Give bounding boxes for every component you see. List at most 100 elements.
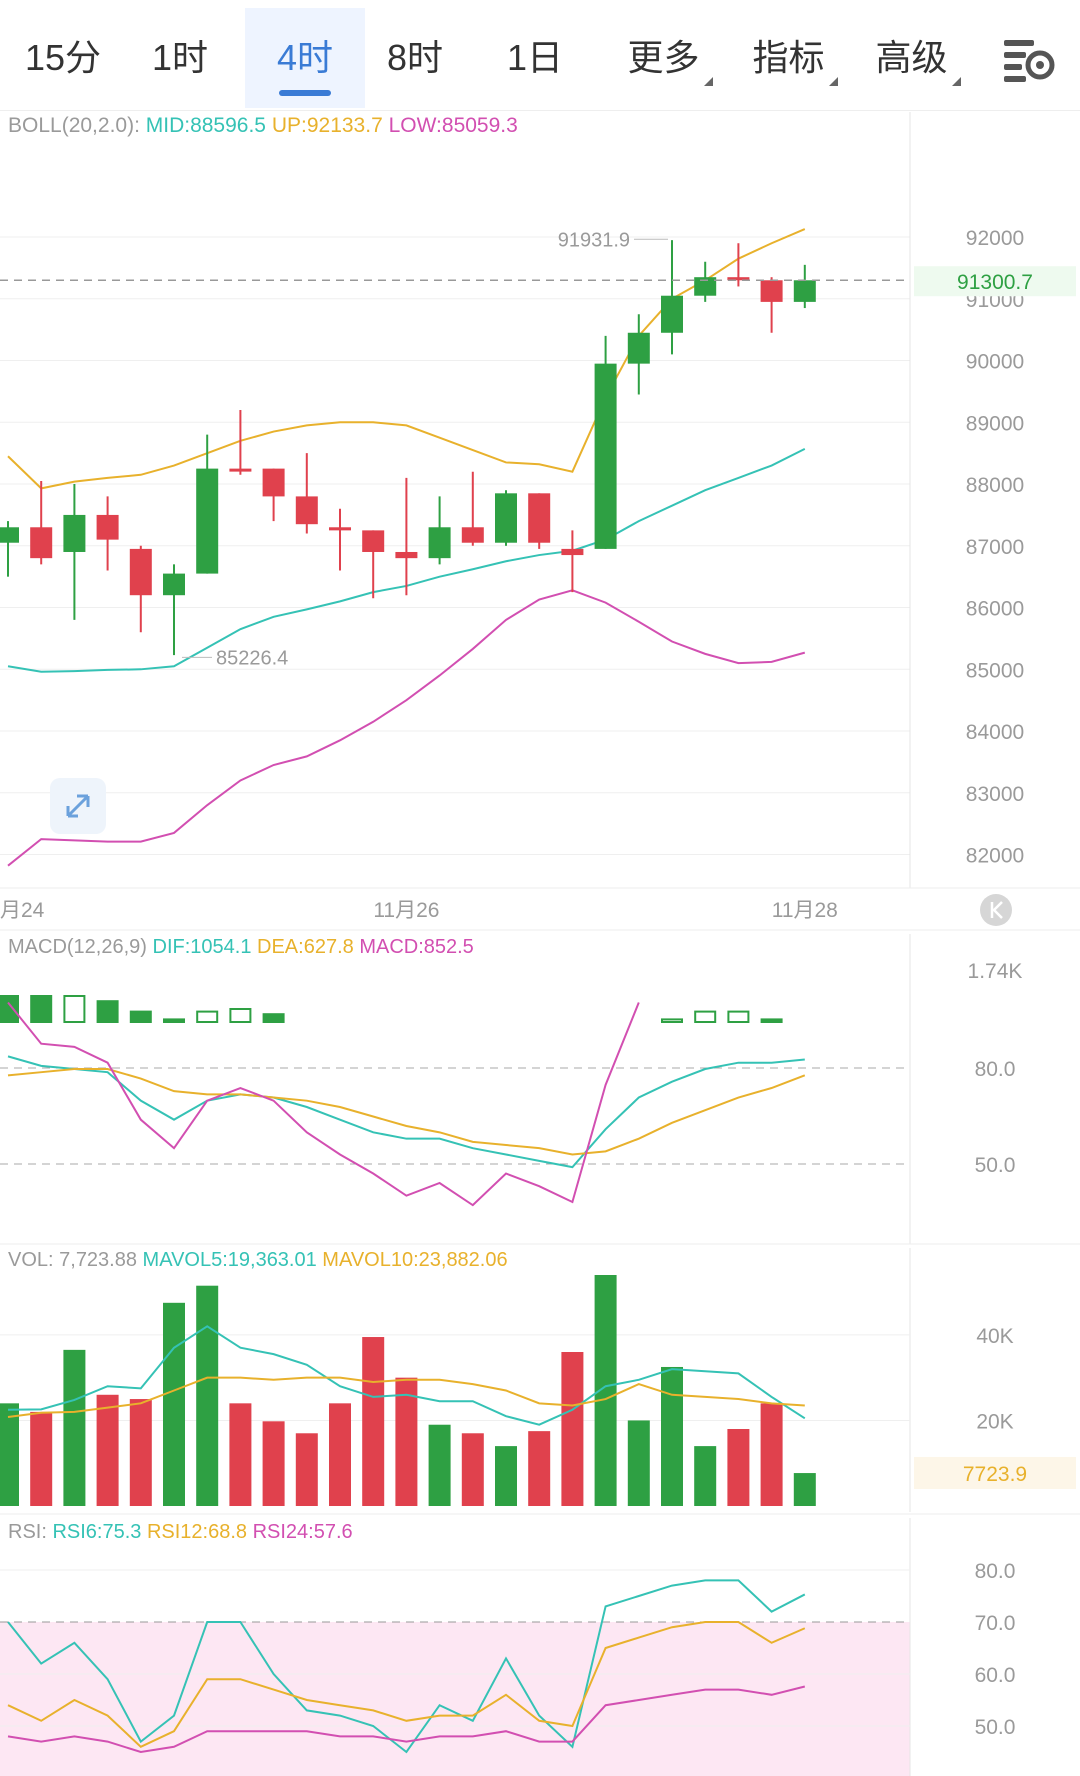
volume-bar bbox=[96, 1394, 119, 1506]
dropdown-corner-icon bbox=[828, 77, 838, 86]
chart-settings-icon[interactable] bbox=[1004, 38, 1056, 84]
macd-histogram-bar bbox=[163, 1018, 185, 1024]
candle-body bbox=[0, 527, 19, 543]
macd-axis-tick: 80.0 bbox=[975, 1058, 1016, 1081]
macd-macd-line bbox=[7, 1001, 640, 1207]
price-axis-tick: 84000 bbox=[966, 721, 1024, 744]
macd-histogram-bar bbox=[0, 995, 19, 1023]
candle-body bbox=[495, 493, 517, 543]
candle-body bbox=[661, 295, 683, 333]
rsi-axis-tick: 80.0 bbox=[975, 1560, 1016, 1583]
candle-body bbox=[627, 332, 650, 364]
price-axis-tick: 87000 bbox=[966, 536, 1024, 559]
indicator-value: DIF:1054.1 bbox=[153, 936, 258, 958]
tab-1[interactable]: 15分 bbox=[8, 8, 118, 108]
vol-mavol10-line bbox=[7, 1376, 805, 1419]
tab-2[interactable]: 1时 bbox=[125, 8, 235, 108]
vol-current-label: 7723.9 bbox=[963, 1463, 1027, 1486]
macd-indicator-header: MACD(12,26,9) DIF:1054.1 DEA:627.8 MACD:… bbox=[8, 936, 474, 958]
tab-4[interactable]: 8时 bbox=[360, 8, 470, 108]
timeframe-tab-bar: 15分 1时 4时 8时 1日 更多 指标 高级 bbox=[0, 0, 1080, 111]
volume-bar bbox=[561, 1352, 584, 1506]
candle-body bbox=[329, 527, 351, 531]
indicator-name: MACD(12,26,9) bbox=[8, 936, 153, 958]
candle-body bbox=[395, 551, 418, 559]
rsi-axis-tick: 60.0 bbox=[975, 1664, 1016, 1687]
volume-bar bbox=[793, 1473, 816, 1506]
macd-histogram-bar bbox=[661, 1018, 683, 1024]
candle-body bbox=[96, 514, 119, 540]
price-axis-tick: 86000 bbox=[966, 598, 1024, 621]
indicator-value: MAVOL10:23,882.06 bbox=[322, 1249, 507, 1271]
volume-bar bbox=[428, 1424, 451, 1506]
volume-bar bbox=[495, 1446, 517, 1506]
volume-bar bbox=[329, 1403, 351, 1506]
indicator-value: RSI12:68.8 bbox=[147, 1521, 253, 1543]
volume-bar bbox=[295, 1433, 318, 1506]
macd-histogram-bar bbox=[96, 1000, 119, 1024]
tab-3[interactable]: 4时 bbox=[245, 8, 365, 108]
indicator-name: BOLL(20,2.0): bbox=[8, 114, 146, 137]
macd-histogram-bar bbox=[262, 1013, 285, 1024]
rsi-rsi24-line bbox=[7, 1685, 806, 1754]
indicator-value: MACD:852.5 bbox=[359, 936, 474, 958]
vol-axis-tick: 40K bbox=[976, 1325, 1013, 1348]
candle-body bbox=[727, 277, 750, 281]
go-latest-chevron bbox=[990, 901, 1003, 919]
boll-indicator-header: BOLL(20,2.0): MID:88596.5 UP:92133.7 LOW… bbox=[8, 114, 518, 137]
volume-bar bbox=[129, 1399, 152, 1506]
boll-low-line bbox=[7, 589, 806, 867]
tab-label: 1日 bbox=[506, 37, 564, 78]
price-axis-tick: 88000 bbox=[966, 474, 1024, 497]
macd-histogram-bar bbox=[196, 1010, 219, 1023]
candle-body bbox=[793, 280, 816, 302]
indicator-value: RSI24:57.6 bbox=[253, 1521, 353, 1543]
indicator-value: RSI6:75.3 bbox=[52, 1521, 147, 1543]
macd-dif-line bbox=[7, 1055, 805, 1169]
candle-body bbox=[163, 573, 185, 596]
volume-bar bbox=[229, 1403, 252, 1506]
go-latest-icon[interactable] bbox=[980, 894, 1012, 926]
volume-bar bbox=[163, 1302, 185, 1506]
macd-histogram-bar bbox=[229, 1008, 252, 1023]
macd-histogram-bar bbox=[30, 995, 53, 1023]
active-tab-indicator bbox=[279, 90, 331, 96]
price-axis-tick: 92000 bbox=[966, 227, 1024, 250]
candle-body bbox=[295, 496, 318, 525]
dropdown-corner-icon bbox=[951, 77, 961, 86]
macd-axis-tick: 50.0 bbox=[975, 1154, 1016, 1177]
tab-label: 15分 bbox=[24, 37, 102, 78]
time-axis-label: 11月28 bbox=[772, 899, 838, 922]
candle-body bbox=[262, 468, 285, 497]
rsi-rsi12-line bbox=[7, 1621, 806, 1748]
fullscreen-icon[interactable] bbox=[50, 778, 106, 834]
tab-label: 高级 bbox=[875, 37, 948, 78]
time-axis-label: 11月26 bbox=[373, 899, 439, 922]
tab-7[interactable]: 指标 bbox=[735, 8, 855, 108]
time-axis-label: 月24 bbox=[0, 899, 45, 922]
macd-histogram-bar bbox=[694, 1010, 717, 1023]
volume-bar bbox=[30, 1411, 53, 1506]
candle-body bbox=[30, 527, 53, 559]
tab-6[interactable]: 更多 bbox=[610, 8, 730, 108]
rsi-oversold-band bbox=[0, 1622, 910, 1776]
volume-bar bbox=[362, 1337, 385, 1506]
current-price-label: 91300.7 bbox=[957, 271, 1033, 294]
volume-bar bbox=[760, 1403, 783, 1506]
tab-8[interactable]: 高级 bbox=[858, 8, 978, 108]
volume-bar bbox=[461, 1433, 484, 1506]
volume-bar bbox=[262, 1421, 285, 1506]
go-latest-circle bbox=[980, 894, 1012, 926]
tab-5[interactable]: 1日 bbox=[480, 8, 590, 108]
candle-body bbox=[229, 468, 252, 472]
indicator-name: VOL: 7,723.88 bbox=[8, 1249, 143, 1271]
macd-axis-tick: 1.74K bbox=[968, 960, 1023, 983]
candle-body bbox=[528, 493, 551, 543]
price-axis-tick: 89000 bbox=[966, 412, 1024, 435]
volume-bar bbox=[694, 1446, 717, 1506]
tab-label: 指标 bbox=[752, 37, 825, 78]
indicator-value: DEA:627.8 bbox=[257, 936, 359, 958]
candle-body bbox=[461, 527, 484, 543]
macd-histogram-bar bbox=[129, 1010, 152, 1023]
